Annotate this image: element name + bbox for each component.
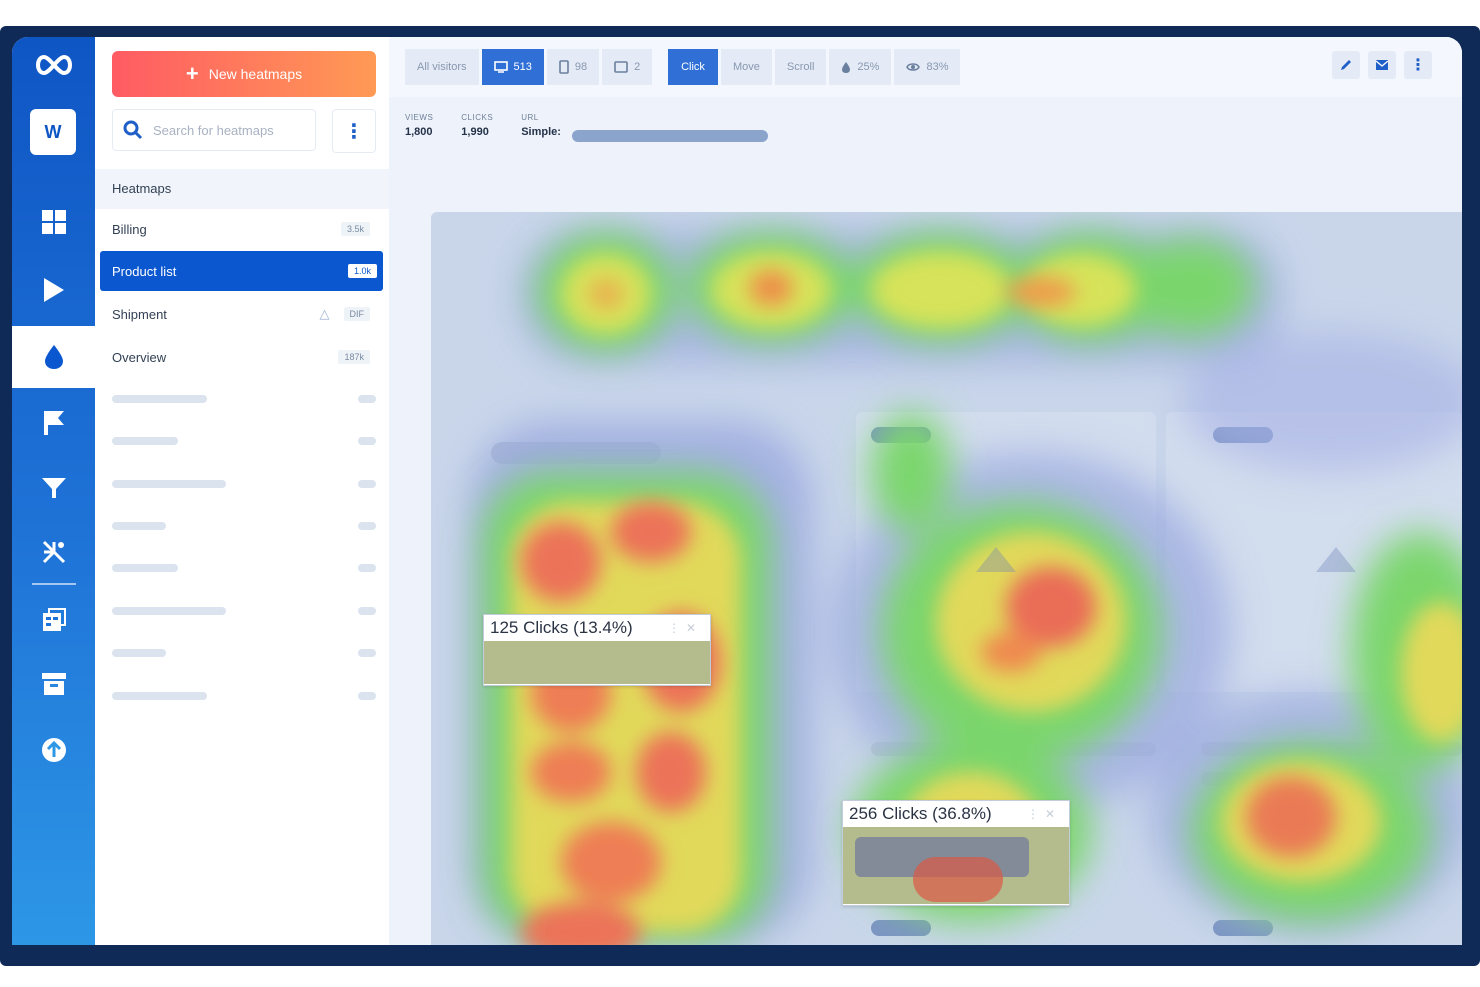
desktop-count: 513 (513, 61, 532, 73)
views-value: 1,800 (405, 126, 433, 138)
heatmap-item-badge: 3.5k (340, 222, 370, 236)
heatmap-sidebar: + New heatmaps ⋮ Heatmaps Billing 3.5k P… (95, 37, 389, 945)
heatmap-item-name: Product list (112, 263, 177, 279)
left-rail: W (12, 37, 95, 945)
kebab-icon: ⋮ (1410, 57, 1426, 74)
view-percent: 83% (926, 61, 949, 73)
views-stat: VIEWS 1,800 (405, 113, 433, 138)
desktop-icon (493, 61, 508, 73)
mobile-count: 98 (574, 61, 588, 73)
edit-button[interactable] (1332, 51, 1360, 79)
nodes-icon[interactable] (12, 521, 95, 583)
plus-circle-icon[interactable] (12, 719, 95, 781)
heatmap-item-badge: DIF (343, 307, 370, 321)
heatmap-item-name: Shipment (112, 306, 167, 322)
heatmap-item-badge: 187k (338, 350, 370, 364)
heatmap-stats: VIEWS 1,800 CLICKS 1,990 URL Simple: (405, 113, 561, 138)
heatmap-item-badge: 1.0k (347, 264, 377, 278)
tooltip-actions-icon[interactable]: ⋮✕ (1026, 807, 1061, 821)
flag-icon[interactable] (12, 392, 95, 454)
sidebar-more-button[interactable]: ⋮ (332, 109, 376, 153)
toolbar-actions: ⋮ (1332, 51, 1432, 79)
click-tooltip-header: 256 Clicks (36.8%) ⋮✕ (843, 801, 1069, 827)
survey-icon[interactable] (12, 589, 95, 651)
url-value: Simple: (521, 126, 561, 138)
skeleton-row (112, 522, 376, 532)
click-tooltip-text: 125 Clicks (13.4%) (490, 618, 633, 637)
plus-icon: + (185, 61, 199, 86)
image-placeholder-icons (976, 547, 1356, 572)
workspace-avatar-icon[interactable]: W (30, 109, 76, 155)
clicks-value: 1,990 (461, 126, 489, 138)
tablet-count: 2 (634, 61, 641, 73)
visitor-filter-group: All visitors 513 98 2 (405, 49, 655, 85)
heatmap-drop-icon[interactable] (12, 326, 95, 388)
desktop-filter-button[interactable]: 513 (481, 49, 544, 85)
heatmap-item-product-list[interactable]: Product list 1.0k (100, 251, 383, 291)
kebab-icon: ⋮ (344, 120, 364, 143)
click-tooltip-text: 256 Clicks (36.8%) (849, 804, 992, 823)
infinity-icon[interactable] (12, 53, 95, 77)
click-tooltip[interactable]: 125 Clicks (13.4%) ⋮✕ (483, 614, 711, 686)
tablet-icon (614, 61, 628, 73)
more-button[interactable]: ⋮ (1404, 51, 1432, 79)
move-mode-button[interactable]: Move (721, 49, 772, 85)
scroll-mode-button[interactable]: Scroll (774, 49, 827, 85)
click-tooltip-header: 125 Clicks (13.4%) ⋮✕ (484, 615, 710, 641)
click-tooltip[interactable]: 256 Clicks (36.8%) ⋮✕ (842, 800, 1070, 906)
click-mode-button[interactable]: Click (668, 49, 718, 85)
heatmap-item-billing[interactable]: Billing 3.5k (112, 209, 376, 249)
heatmap-item-name: Overview (112, 349, 167, 365)
mobile-icon (559, 60, 569, 74)
heatmap-item-shipment[interactable]: Shipment △ DIF (112, 294, 376, 334)
new-heatmap-button[interactable]: + New heatmaps (112, 51, 376, 97)
clicks-stat: CLICKS 1,990 (461, 113, 493, 138)
skeleton-row (112, 649, 376, 659)
drop-percent: 25% (857, 61, 880, 73)
drop-filter-button[interactable]: 25% (829, 49, 892, 85)
mobile-filter-button[interactable]: 98 (546, 49, 600, 85)
rail-divider (32, 583, 76, 585)
dashboard-icon[interactable] (12, 191, 95, 253)
clicks-label: CLICKS (461, 113, 494, 122)
pencil-icon (1341, 60, 1351, 70)
drop-icon (842, 61, 851, 73)
heatmap-canvas[interactable]: 125 Clicks (13.4%) ⋮✕ 256 Clicks (36.8%)… (431, 212, 1462, 945)
url-placeholder-bar (572, 130, 768, 142)
skeleton-row (112, 437, 376, 447)
new-heatmap-label: New heatmaps (208, 66, 303, 82)
section-title: Heatmaps (95, 169, 389, 209)
url-label: URL (521, 113, 539, 122)
funnel-icon[interactable] (12, 457, 95, 519)
search-input[interactable] (151, 121, 315, 139)
warning-icon: △ (319, 306, 330, 321)
click-tooltip-preview (843, 827, 1069, 904)
mail-icon (1375, 60, 1389, 70)
skeleton-row (112, 395, 376, 405)
heatmap-toolbar: All visitors 513 98 2 Click Move Scroll (389, 37, 1462, 97)
play-icon[interactable] (12, 259, 95, 321)
heatmap-main: All visitors 513 98 2 Click Move Scroll (389, 37, 1462, 945)
all-visitors-button[interactable]: All visitors (405, 49, 479, 85)
skeleton-row (112, 692, 376, 702)
share-button[interactable] (1368, 51, 1396, 79)
skeleton-row (112, 564, 376, 574)
search-box (112, 109, 316, 151)
heatmap-item-overview[interactable]: Overview 187k (112, 337, 376, 377)
url-stat: URL Simple: (521, 113, 561, 138)
skeleton-row (112, 607, 376, 617)
tablet-filter-button[interactable]: 2 (602, 49, 653, 85)
tooltip-actions-icon[interactable]: ⋮✕ (667, 621, 702, 635)
heatmap-item-name: Billing (112, 221, 147, 237)
skeleton-row (112, 480, 376, 490)
search-icon (123, 120, 143, 140)
click-tooltip-preview (484, 641, 710, 684)
views-label: VIEWS (405, 113, 434, 122)
heatmap-type-group: Click Move Scroll 25% 83% (668, 49, 963, 85)
archive-icon[interactable] (12, 653, 95, 715)
eye-icon (906, 63, 921, 71)
app-window: W + New heatma (12, 37, 1462, 945)
view-filter-button[interactable]: 83% (894, 49, 961, 85)
